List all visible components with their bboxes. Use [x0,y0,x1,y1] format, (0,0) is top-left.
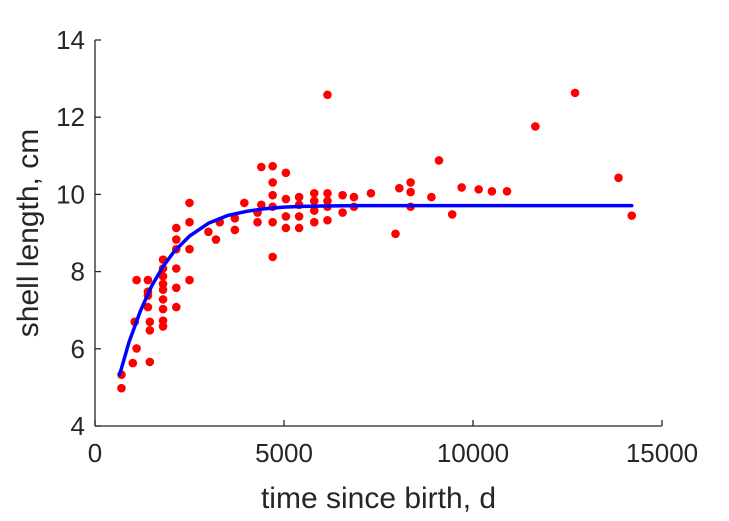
data-point [132,275,141,285]
data-point [143,275,153,285]
data-point [294,223,304,233]
data-point [171,302,181,312]
data-point [257,200,266,210]
y-axis-ticks: 4 6 8 10 12 14 [56,25,101,441]
data-point [309,206,319,215]
data-point [143,302,153,312]
y-tick-label: 14 [56,25,85,55]
y-axis-label: shell length, cm [12,129,45,337]
data-point [132,344,141,353]
data-point [570,88,580,98]
data-point [185,244,194,254]
data-point [158,322,168,331]
data-point [171,223,181,233]
data-point [268,178,277,187]
data-point [158,304,168,314]
data-point [185,198,194,208]
data-point [230,225,240,235]
data-point [281,168,291,178]
data-point [268,252,277,262]
data-point [338,208,347,217]
data-point [281,223,291,233]
data-point [240,198,249,208]
data-point [366,188,376,198]
y-tick-label: 10 [56,179,85,209]
data-point [145,357,155,367]
data-point [309,217,319,227]
data-point [128,358,138,368]
data-point [349,192,359,202]
data-point [204,227,213,237]
y-tick-label: 8 [71,257,85,287]
x-tick-label: 10000 [437,438,509,468]
data-point [434,156,444,165]
x-tick-label: 15000 [626,438,698,468]
data-point [257,162,266,172]
y-tick-label: 4 [71,411,85,441]
data-point [158,271,168,281]
data-point [474,185,483,194]
data-point [406,187,415,197]
data-point [391,229,400,239]
data-point [171,235,181,244]
data-point [268,190,277,200]
data-point [171,283,181,293]
data-point [406,178,415,187]
data-point [253,217,262,227]
data-point [614,173,623,183]
data-point [185,275,194,285]
fit-curve [117,203,634,377]
y-tick-label: 6 [71,334,85,364]
x-tick-label: 0 [88,438,102,468]
data-point [323,188,332,198]
y-tick-label: 12 [56,102,85,132]
data-point [171,264,181,273]
data-point [323,90,332,100]
data-point [447,210,457,219]
data-point [394,183,404,193]
x-tick-label: 5000 [255,438,313,468]
data-point [281,194,291,204]
data-point [323,215,332,225]
data-point [294,212,304,221]
data-point [309,196,319,206]
data-point [627,211,637,220]
data-point [294,192,304,202]
data-point [309,188,319,198]
data-point [531,122,540,131]
data-point [158,295,168,304]
data-point [338,190,347,200]
data-point [145,325,155,335]
x-axis-ticks: 0 5000 10000 15000 [88,420,698,468]
data-point [268,161,277,171]
data-point [457,183,466,192]
plot-area [117,88,637,393]
data-point [211,235,221,244]
data-point [117,383,126,393]
data-point [185,217,194,227]
data-point [487,187,497,196]
data-point [502,187,512,196]
data-point [268,217,277,227]
data-point [281,212,291,221]
data-point [427,192,436,202]
x-axis-label: time since birth, d [261,482,496,515]
data-point [145,317,155,327]
data-point [158,285,168,295]
